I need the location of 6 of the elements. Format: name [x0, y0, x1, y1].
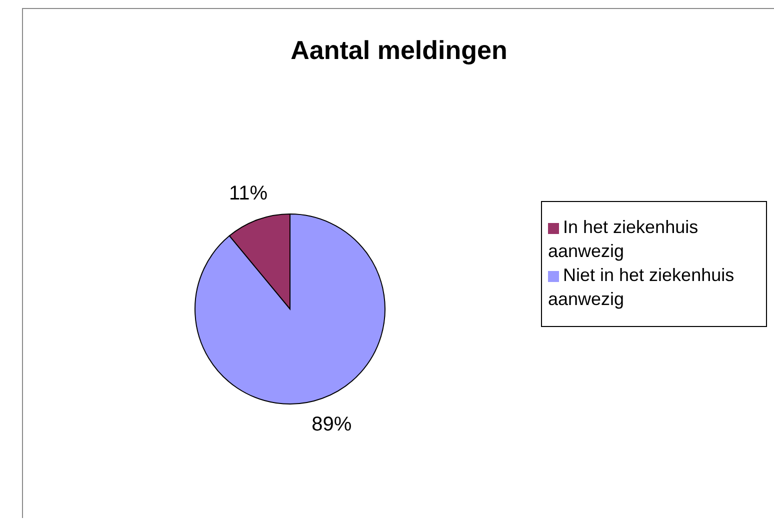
legend-label: In het ziekenhuis aanwezig	[548, 216, 698, 260]
data-label: 89%	[312, 414, 352, 436]
pie-slice	[194, 214, 386, 404]
legend-label: Niet in het ziekenhuis aanwezig	[548, 264, 734, 308]
data-label: 11%	[229, 182, 268, 204]
chart-title: Aantal meldingen	[290, 35, 508, 66]
